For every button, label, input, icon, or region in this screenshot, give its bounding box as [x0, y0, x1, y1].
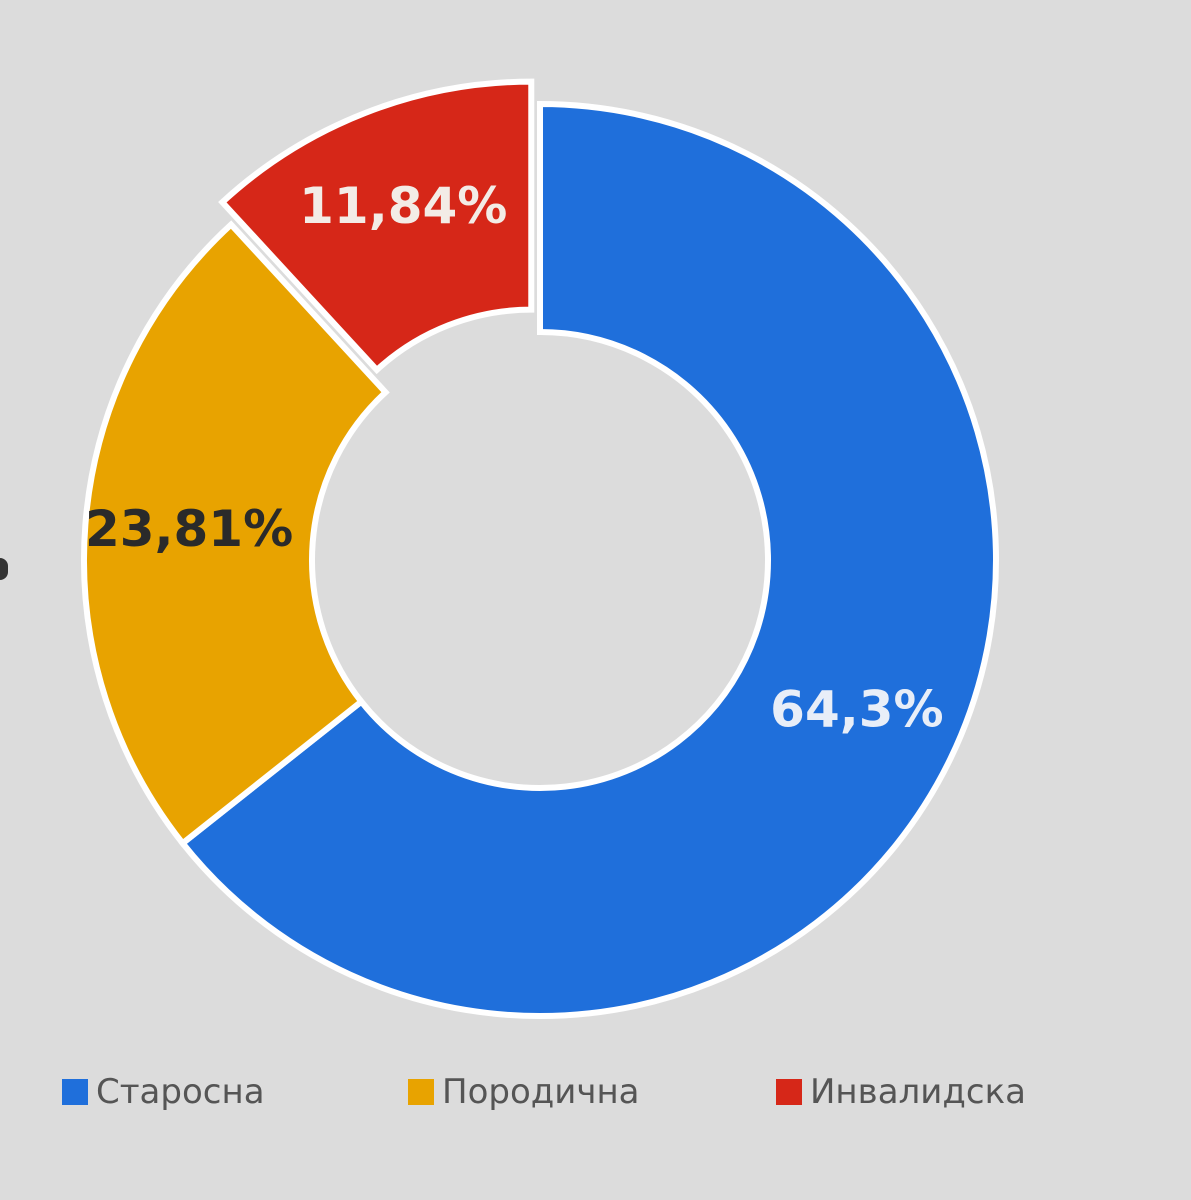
data-label-starosna: 64,3% — [770, 681, 943, 739]
legend-label-invalidska: Инвалидска — [810, 1072, 1026, 1112]
legend-item-invalidska: Инвалидска — [776, 1062, 1026, 1122]
legend-swatch-starosna — [62, 1079, 88, 1105]
chart-legend: Старосна Породична Инвалидска — [62, 1062, 1162, 1122]
legend-swatch-invalidska — [776, 1079, 802, 1105]
cropped-edge-mark — [0, 558, 8, 580]
data-label-invalidska: 11,84% — [299, 177, 507, 235]
legend-label-starosna: Старосна — [96, 1072, 265, 1112]
donut-slice-porodichna — [81, 220, 390, 848]
donut-slice-invalidska — [218, 78, 535, 375]
legend-label-porodichna: Породична — [442, 1072, 640, 1112]
legend-item-starosna: Старосна — [62, 1062, 265, 1122]
legend-swatch-porodichna — [408, 1079, 434, 1105]
legend-item-porodichna: Породична — [408, 1062, 640, 1122]
donut-slice-starosna — [178, 100, 999, 1019]
data-label-porodichna: 23,81% — [85, 500, 293, 558]
